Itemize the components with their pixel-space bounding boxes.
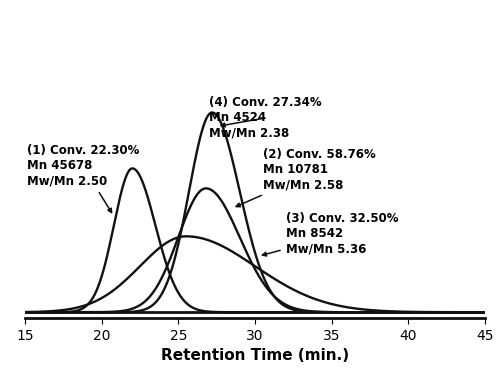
Text: (2) Conv. 58.76%
Mn 10781
Mw/Mn 2.58: (2) Conv. 58.76% Mn 10781 Mw/Mn 2.58 bbox=[236, 148, 376, 207]
Text: (3) Conv. 32.50%
Mn 8542
Mw/Mn 5.36: (3) Conv. 32.50% Mn 8542 Mw/Mn 5.36 bbox=[262, 212, 398, 256]
X-axis label: Retention Time (min.): Retention Time (min.) bbox=[161, 348, 349, 363]
Text: (1) Conv. 22.30%
Mn 45678
Mw/Mn 2.50: (1) Conv. 22.30% Mn 45678 Mw/Mn 2.50 bbox=[26, 144, 139, 212]
Text: (4) Conv. 27.34%
Mn 4524
Mw/Mn 2.38: (4) Conv. 27.34% Mn 4524 Mw/Mn 2.38 bbox=[209, 97, 322, 139]
